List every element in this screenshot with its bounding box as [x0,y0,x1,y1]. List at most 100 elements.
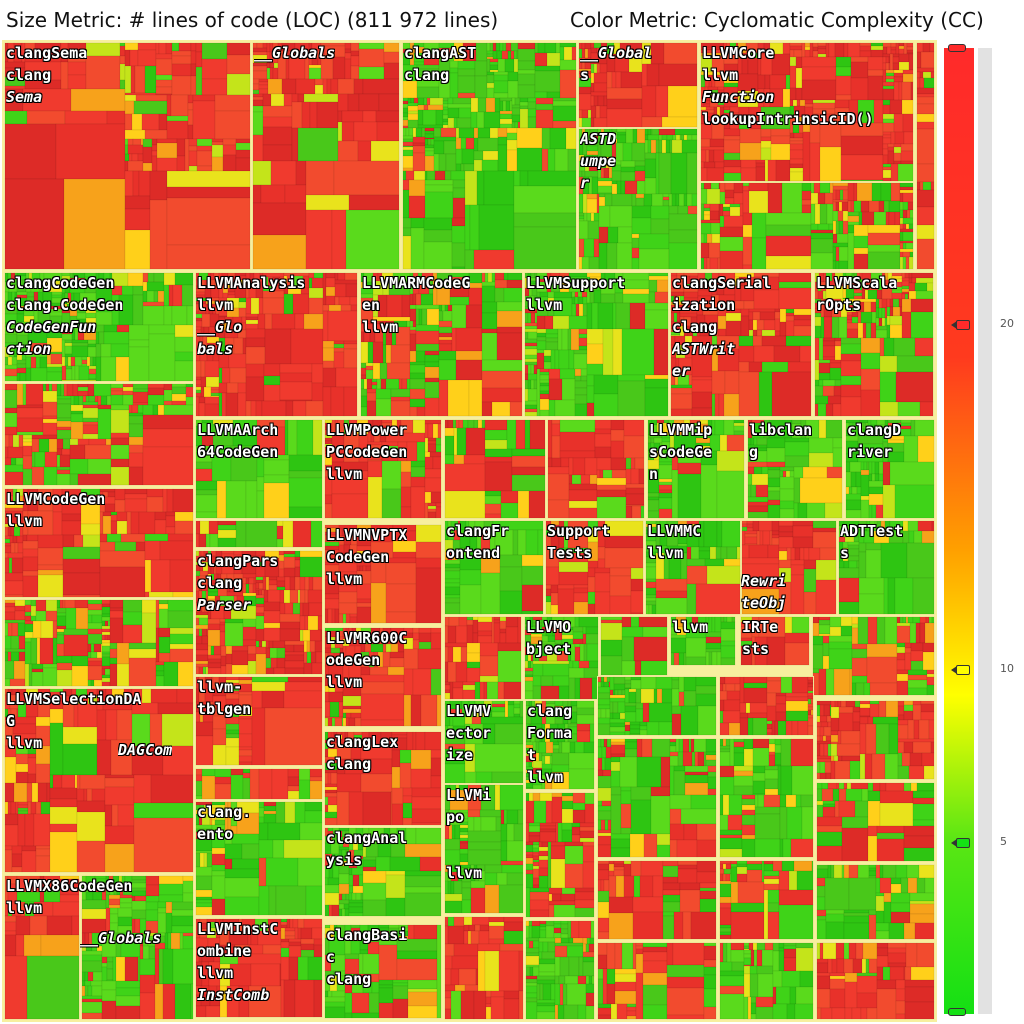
treemap-cell[interactable] [902,231,914,242]
treemap-cell[interactable] [781,182,803,214]
treemap-cell[interactable] [459,569,482,586]
treemap-cell[interactable] [427,443,437,453]
treemap-cell[interactable] [235,157,251,172]
treemap-cell[interactable] [493,80,509,94]
treemap-cell[interactable] [235,138,251,144]
treemap-cell[interactable] [133,774,152,804]
treemap-cell[interactable] [37,569,64,576]
treemap-cell[interactable] [483,681,488,700]
treemap-cell[interactable] [252,105,264,113]
treemap-cell[interactable] [597,723,611,736]
treemap-cell[interactable] [534,52,548,67]
treemap-cell[interactable] [130,65,136,94]
treemap-cell[interactable] [310,651,317,664]
treemap-cell[interactable] [786,547,792,561]
treemap-cell[interactable] [906,542,935,579]
treemap-cell[interactable] [337,140,359,162]
treemap-cell[interactable] [106,110,126,125]
treemap-cell[interactable] [140,138,144,146]
treemap-cell[interactable] [409,406,418,417]
treemap-cell[interactable] [636,180,646,195]
treemap-cell[interactable] [793,477,801,504]
treemap-cell[interactable] [845,509,862,519]
treemap-cell[interactable] [424,381,440,399]
treemap-cell[interactable] [60,383,65,397]
treemap-cell[interactable] [815,559,837,581]
treemap-cell[interactable] [325,277,336,288]
treemap-cell[interactable] [574,387,588,396]
treemap-cell[interactable] [867,232,901,246]
treemap-cell[interactable] [576,723,591,732]
treemap-cell[interactable] [69,473,79,486]
treemap-cell[interactable] [703,214,711,221]
treemap-cell[interactable] [476,111,485,129]
treemap-cell[interactable] [597,698,611,706]
treemap-cell[interactable] [896,673,909,682]
treemap-cell[interactable] [366,378,373,390]
treemap-cell[interactable] [35,855,51,873]
treemap-cell[interactable] [297,127,339,162]
treemap-cell[interactable] [779,500,795,510]
treemap-cell[interactable] [423,229,453,243]
treemap-cell[interactable] [409,364,426,374]
treemap-cell[interactable] [668,242,698,270]
treemap-cell[interactable] [56,615,67,627]
treemap-cell[interactable] [907,669,928,676]
treemap-cell[interactable] [151,150,158,157]
treemap-cell[interactable] [379,362,388,380]
treemap-cell[interactable] [834,337,842,342]
treemap-cell[interactable] [547,457,553,468]
treemap-cell[interactable] [157,290,165,303]
treemap-cell[interactable] [40,801,51,815]
treemap-cell[interactable] [31,434,58,440]
treemap-cell[interactable] [678,193,685,207]
treemap-cell[interactable] [472,619,479,634]
treemap-cell[interactable] [385,378,400,390]
treemap-cell[interactable] [635,197,645,207]
treemap-cell[interactable] [458,127,475,139]
treemap-cell[interactable] [552,100,577,107]
treemap-cell[interactable] [909,251,914,258]
treemap-cell[interactable] [883,577,889,615]
treemap-cell[interactable] [579,677,593,700]
treemap-cell[interactable] [790,564,805,576]
treemap-cell[interactable] [27,773,37,784]
treemap-cell[interactable] [630,457,636,470]
treemap-cell[interactable] [590,105,597,119]
treemap-cell[interactable] [860,200,870,213]
treemap-cell[interactable] [644,387,669,417]
treemap-cell[interactable] [789,171,804,182]
treemap-cell[interactable] [31,668,44,673]
treemap-cell[interactable] [42,401,58,417]
treemap-cell[interactable] [201,628,208,637]
treemap-cell[interactable] [219,631,226,647]
treemap-cell[interactable] [460,646,468,663]
treemap-cell[interactable] [343,343,358,350]
treemap-cell[interactable] [801,182,812,192]
treemap-cell[interactable] [109,599,124,609]
treemap-cell[interactable] [594,572,611,593]
treemap-cell[interactable] [169,559,194,593]
treemap-cell[interactable] [423,97,428,106]
treemap-cell[interactable] [155,664,165,672]
treemap-cell[interactable] [578,345,588,351]
treemap-cell[interactable] [333,347,345,353]
treemap-cell[interactable] [481,332,498,361]
treemap-cell[interactable] [87,679,92,687]
treemap-cell[interactable] [747,473,753,486]
treemap-cell[interactable] [568,500,598,509]
treemap-cell[interactable] [903,42,908,55]
treemap-cell[interactable] [589,474,598,485]
treemap-cell[interactable] [214,94,251,112]
treemap-cell[interactable] [101,620,106,627]
treemap-cell[interactable] [343,348,358,369]
treemap-cell[interactable] [789,140,804,145]
treemap-cell[interactable] [155,74,173,81]
treemap-cell[interactable] [623,419,645,437]
treemap-cell[interactable] [901,293,906,300]
treemap-cell[interactable] [882,62,887,71]
treemap-cell[interactable] [900,143,914,152]
treemap-cell[interactable] [900,425,912,430]
treemap-cell[interactable] [486,87,495,99]
treemap-cell[interactable] [889,324,903,339]
